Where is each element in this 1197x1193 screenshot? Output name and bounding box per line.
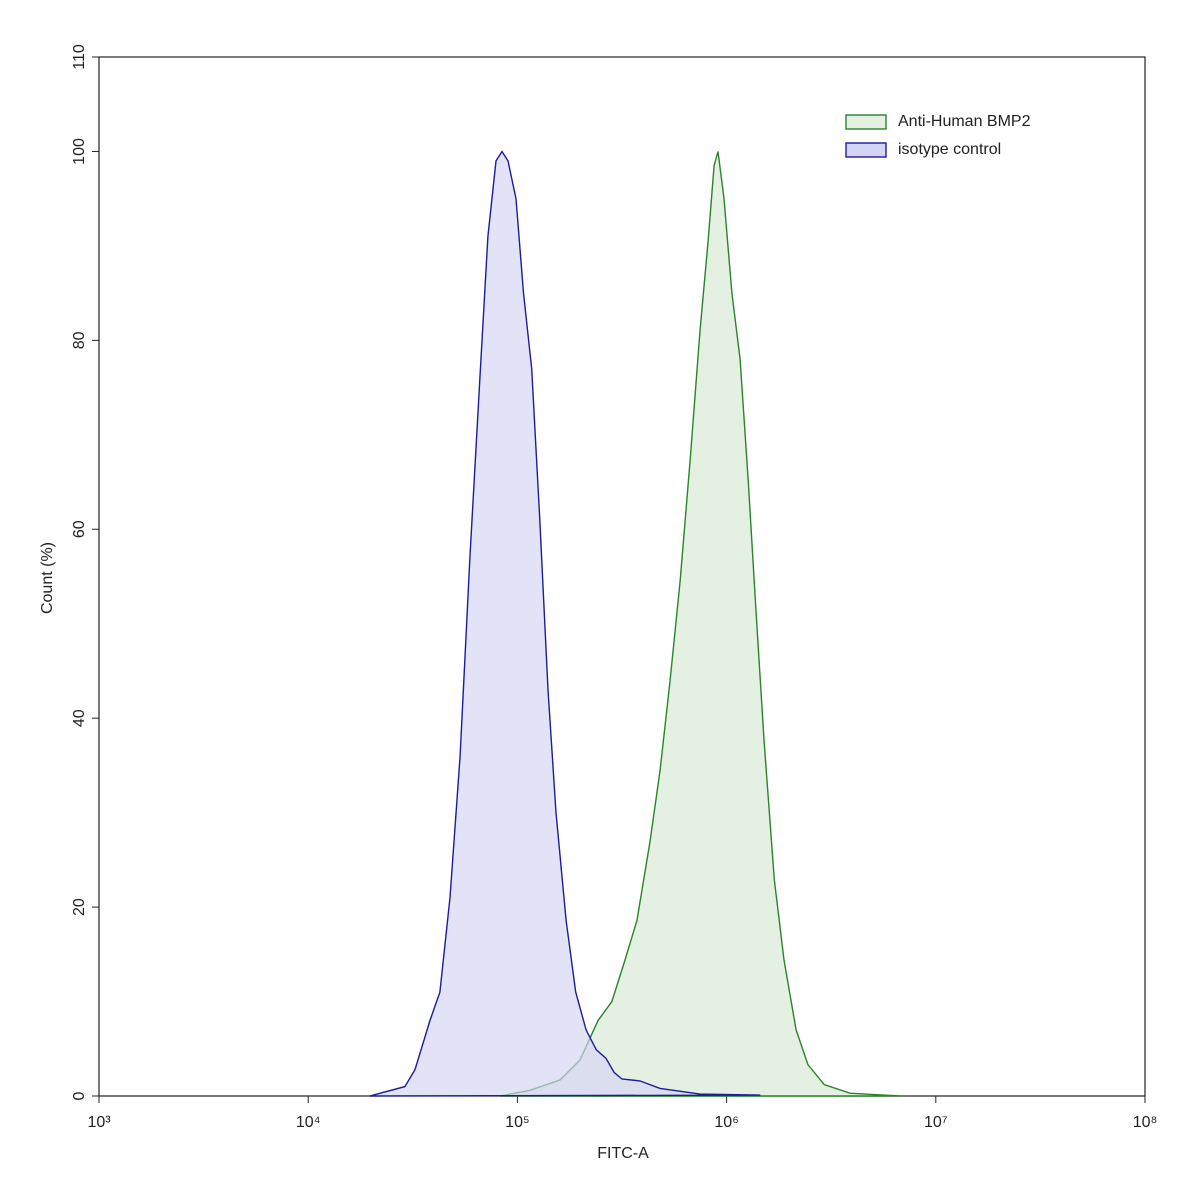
x-tick-label: 10⁶ — [714, 1114, 738, 1131]
legend-swatch — [845, 142, 887, 158]
histogram-curve — [499, 151, 901, 1097]
x-tick-label: 10⁷ — [924, 1114, 948, 1131]
x-tick-label: 10⁵ — [505, 1114, 529, 1131]
x-tick-label: 10³ — [87, 1114, 111, 1131]
x-tick-label: 10⁸ — [1133, 1114, 1158, 1131]
y-tick-label: 0 — [71, 1091, 88, 1100]
x-axis-label: FITC-A — [597, 1145, 649, 1162]
y-tick-label: 40 — [71, 709, 88, 727]
y-axis-label: Count (%) — [39, 542, 56, 614]
y-tick-label: 100 — [71, 138, 88, 165]
y-tick-label: 60 — [71, 520, 88, 538]
y-tick-label: 80 — [71, 331, 88, 349]
legend-swatch — [845, 114, 887, 130]
legend-label: Anti-Human BMP2 — [898, 113, 1031, 130]
legend-label: isotype control — [898, 141, 1001, 158]
histogram-curve — [369, 150, 761, 1097]
x-tick-label: 10⁴ — [296, 1114, 321, 1131]
plot-frame — [98, 56, 1146, 1097]
y-tick-label: 110 — [71, 44, 88, 70]
y-tick-label: 20 — [71, 898, 88, 916]
